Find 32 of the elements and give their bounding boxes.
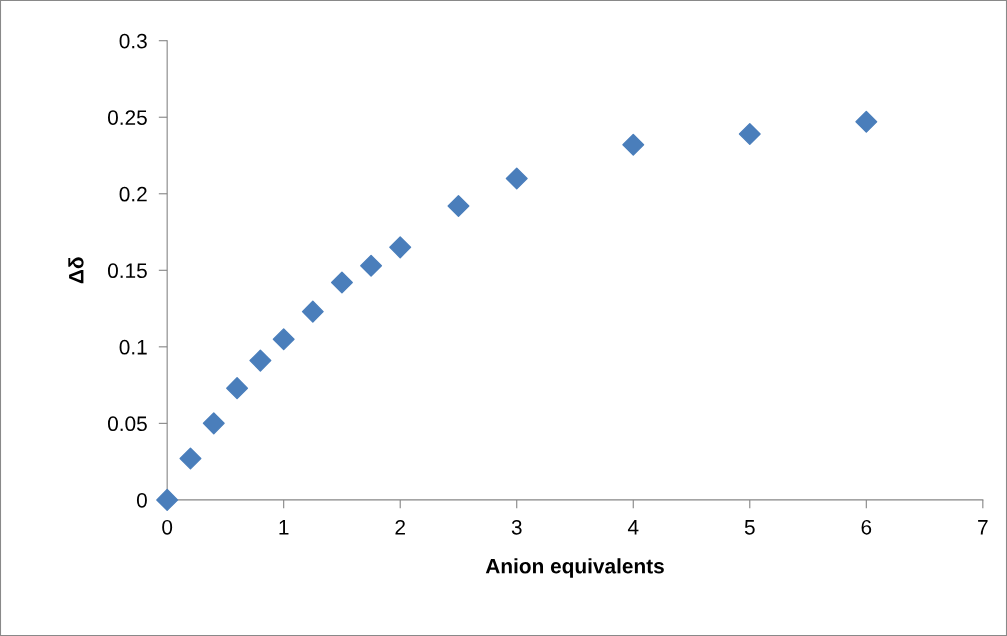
point xyxy=(330,271,353,294)
point xyxy=(360,254,383,277)
x-tick-label: 4 xyxy=(627,520,639,535)
x-axis-title: Anion equivalents xyxy=(485,558,664,578)
point xyxy=(389,236,412,259)
y-tick-label: 0.05 xyxy=(107,416,147,432)
y-tick-label: 0.15 xyxy=(107,263,147,279)
point xyxy=(622,133,645,156)
x-tick-label: 6 xyxy=(861,519,872,535)
point xyxy=(272,328,295,351)
x-tick-label: 3 xyxy=(511,519,522,535)
x-tick-label: 0 xyxy=(162,519,173,535)
point xyxy=(202,412,225,435)
point xyxy=(738,123,761,146)
y-axis-title: Δδ xyxy=(68,257,84,284)
x-tick-label: 1 xyxy=(279,520,289,535)
point xyxy=(249,349,272,372)
y-tick-label: 0.3 xyxy=(119,33,147,49)
point xyxy=(505,167,528,190)
point xyxy=(179,447,202,470)
y-tick-label: 0 xyxy=(136,492,147,508)
y-tick-label: 0.2 xyxy=(119,186,147,202)
point xyxy=(156,488,179,511)
x-tick-label: 7 xyxy=(978,520,988,535)
point xyxy=(301,300,324,323)
y-tick-label: 0.25 xyxy=(107,110,147,125)
point xyxy=(226,377,249,400)
point xyxy=(855,110,878,133)
y-tick-label: 0.1 xyxy=(119,339,147,355)
x-tick-label: 2 xyxy=(395,519,405,535)
point xyxy=(447,195,470,218)
x-tick-label: 5 xyxy=(744,520,755,535)
